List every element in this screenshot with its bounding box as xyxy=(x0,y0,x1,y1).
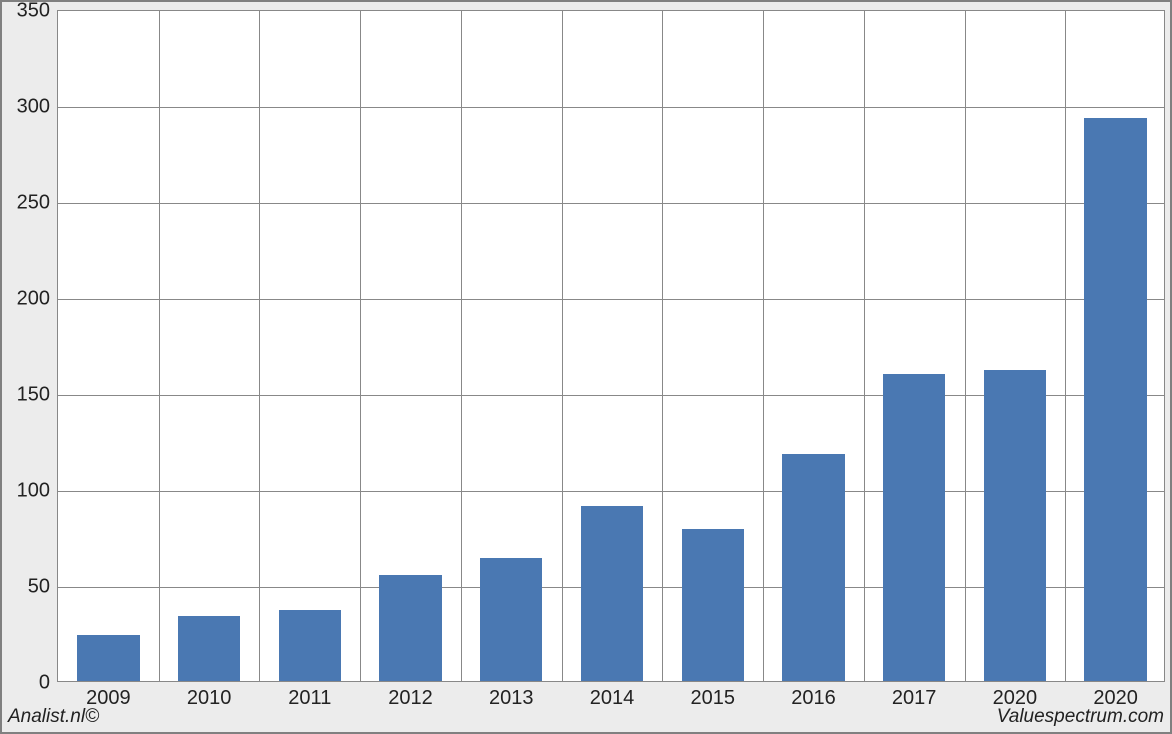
gridline-vertical xyxy=(864,11,865,681)
bar xyxy=(379,575,441,681)
x-tick-label: 2010 xyxy=(187,681,232,710)
gridline-vertical xyxy=(360,11,361,681)
y-tick-label: 50 xyxy=(28,576,58,599)
x-tick-label: 2013 xyxy=(489,681,534,710)
gridline-horizontal xyxy=(58,299,1164,300)
x-tick-label: 2012 xyxy=(388,681,433,710)
bar xyxy=(480,558,542,681)
x-tick-label: 2016 xyxy=(791,681,836,710)
bar xyxy=(581,506,643,681)
bar xyxy=(682,529,744,681)
bar xyxy=(984,370,1046,681)
bar xyxy=(782,454,844,681)
footer-left: Analist.nl© xyxy=(8,706,99,728)
y-tick-label: 0 xyxy=(39,672,58,695)
bar xyxy=(279,610,341,681)
gridline-vertical xyxy=(562,11,563,681)
y-tick-label: 350 xyxy=(17,0,58,23)
y-tick-label: 300 xyxy=(17,96,58,119)
bar xyxy=(178,616,240,681)
bar xyxy=(1084,118,1146,681)
gridline-vertical xyxy=(159,11,160,681)
y-tick-label: 200 xyxy=(17,288,58,311)
y-tick-label: 100 xyxy=(17,480,58,503)
x-tick-label: 2015 xyxy=(690,681,735,710)
gridline-vertical xyxy=(259,11,260,681)
x-tick-label: 2017 xyxy=(892,681,937,710)
chart-frame: 0501001502002503003502009201020112012201… xyxy=(0,0,1172,734)
x-tick-label: 2011 xyxy=(288,681,331,710)
gridline-vertical xyxy=(965,11,966,681)
gridline-vertical xyxy=(763,11,764,681)
footer-right: Valuespectrum.com xyxy=(997,706,1164,728)
gridline-vertical xyxy=(461,11,462,681)
bar xyxy=(77,635,139,681)
y-tick-label: 250 xyxy=(17,192,58,215)
gridline-vertical xyxy=(1065,11,1066,681)
plot-area: 0501001502002503003502009201020112012201… xyxy=(57,10,1165,682)
x-tick-label: 2014 xyxy=(590,681,635,710)
gridline-horizontal xyxy=(58,107,1164,108)
y-tick-label: 150 xyxy=(17,384,58,407)
gridline-vertical xyxy=(662,11,663,681)
gridline-horizontal xyxy=(58,203,1164,204)
bar xyxy=(883,374,945,681)
